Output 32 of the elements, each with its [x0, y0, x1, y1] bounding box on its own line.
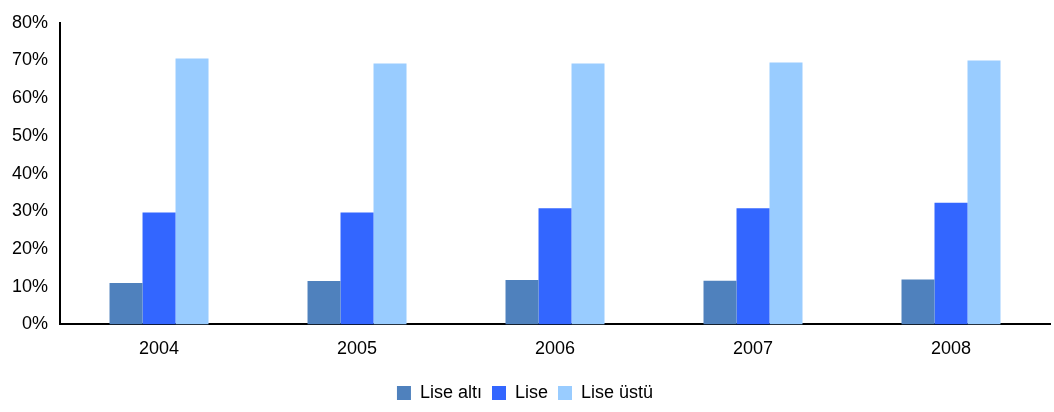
x-tick-label: 2006 [534, 338, 576, 359]
bar [538, 208, 572, 325]
legend-label: Lise [514, 381, 549, 402]
bar [703, 280, 737, 325]
bar [340, 212, 374, 325]
y-tick-label: 50% [12, 124, 49, 145]
x-tick-label: 2004 [139, 338, 180, 359]
bar [373, 63, 407, 325]
y-tick-label: 80% [12, 11, 49, 32]
y-tick-label: 40% [12, 162, 49, 183]
legend-label: Lise üstü [581, 381, 654, 402]
bar [901, 279, 935, 325]
bar [109, 282, 143, 325]
y-tick-label: 0% [22, 313, 49, 334]
bar [769, 62, 803, 325]
x-tick-label: 2008 [930, 338, 972, 359]
bar [571, 63, 605, 325]
y-tick-label: 20% [12, 237, 49, 258]
y-tick-label: 70% [12, 49, 49, 70]
y-tick-label: 30% [12, 200, 49, 221]
bar [736, 208, 770, 325]
y-tick-label: 60% [12, 87, 49, 108]
bar [307, 281, 341, 325]
x-tick-label: 2005 [337, 338, 378, 359]
legend-label: Lise altı [419, 381, 482, 402]
x-tick-label: 2007 [732, 338, 774, 359]
bar [142, 212, 176, 325]
bar [934, 202, 968, 325]
bar [175, 58, 209, 325]
y-tick-label: 10% [12, 275, 49, 296]
bar [967, 60, 1001, 325]
bar [505, 279, 539, 325]
